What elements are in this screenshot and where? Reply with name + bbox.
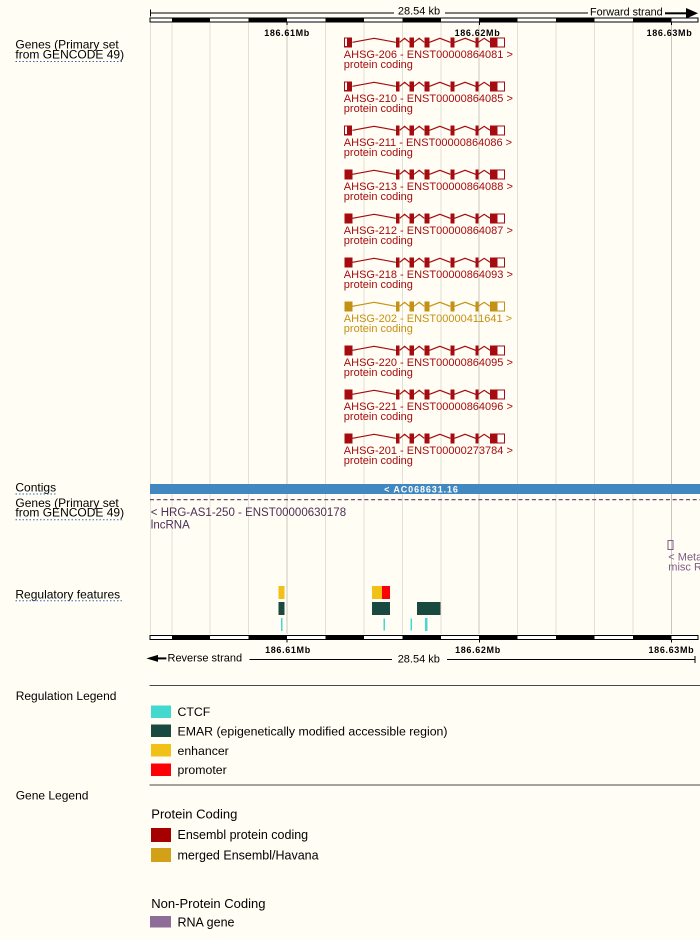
svg-text:protein coding: protein coding [344,235,413,247]
svg-text:protein coding: protein coding [344,323,413,335]
svg-text:promoter: promoter [178,763,227,777]
svg-text:Contigs: Contigs [15,481,56,495]
svg-text:< HRG-AS1-250 - ENST0000063017: < HRG-AS1-250 - ENST00000630178 [151,507,346,519]
svg-text:Regulation Legend: Regulation Legend [16,689,117,703]
svg-text:Ensembl protein coding: Ensembl protein coding [178,828,309,842]
svg-text:lncRNA: lncRNA [151,519,190,531]
svg-text:protein coding: protein coding [344,147,413,159]
svg-text:Reverse strand: Reverse strand [168,653,243,665]
svg-text:AHSG-213 - ENST00000864088 >: AHSG-213 - ENST00000864088 > [344,181,513,193]
svg-text:186.63Mb: 186.63Mb [649,645,695,655]
svg-text:AHSG-211 - ENST00000864086 >: AHSG-211 - ENST00000864086 > [344,137,512,149]
svg-text:Forward strand: Forward strand [590,7,663,19]
svg-text:AHSG-212 - ENST00000864087 >: AHSG-212 - ENST00000864087 > [344,225,513,237]
svg-text:protein coding: protein coding [344,411,413,423]
svg-text:merged Ensembl/Havana: merged Ensembl/Havana [178,848,319,862]
svg-text:186.62Mb: 186.62Mb [455,645,501,655]
svg-text:AHSG-206 - ENST00000864081 >: AHSG-206 - ENST00000864081 > [344,49,513,61]
svg-text:186.62Mb: 186.62Mb [455,28,501,38]
svg-text:AHSG-201 - ENST00000273784 >: AHSG-201 - ENST00000273784 > [344,445,513,457]
svg-text:misc RNA: misc RNA [668,562,700,574]
svg-text:enhancer: enhancer [178,744,229,758]
svg-text:AHSG-218 - ENST00000864093 >: AHSG-218 - ENST00000864093 > [344,269,513,281]
svg-text:186.61Mb: 186.61Mb [265,645,311,655]
svg-text:protein coding: protein coding [344,59,413,71]
svg-text:AHSG-210 - ENST00000864085 >: AHSG-210 - ENST00000864085 > [344,93,513,105]
svg-text:186.61Mb: 186.61Mb [264,28,310,38]
svg-text:protein coding: protein coding [344,103,413,115]
svg-text:28.54 kb: 28.54 kb [398,5,440,17]
svg-text:Genes (Primary set: Genes (Primary set [15,38,119,52]
svg-text:protein coding: protein coding [344,455,413,467]
svg-text:from GENCODE 49): from GENCODE 49) [15,506,124,520]
svg-text:28.54 kb: 28.54 kb [398,654,440,666]
svg-text:Non-Protein Coding: Non-Protein Coding [151,896,265,911]
svg-text:< AC068631.16: < AC068631.16 [384,485,459,495]
svg-text:Genes (Primary set: Genes (Primary set [15,496,119,510]
svg-text:AHSG-221 - ENST00000864096 >: AHSG-221 - ENST00000864096 > [344,401,513,413]
svg-text:EMAR (epigenetically modified: EMAR (epigenetically modified accessible… [178,724,448,738]
svg-text:Protein Coding: Protein Coding [151,807,237,822]
svg-text:protein coding: protein coding [344,279,413,291]
svg-text:protein coding: protein coding [344,191,413,203]
svg-text:RNA gene: RNA gene [178,915,235,929]
svg-text:protein coding: protein coding [344,367,413,379]
svg-text:CTCF: CTCF [178,705,211,719]
svg-text:186.63Mb: 186.63Mb [647,28,693,38]
svg-text:Regulatory features: Regulatory features [15,588,120,602]
svg-text:AHSG-202 - ENST00000411641 >: AHSG-202 - ENST00000411641 > [344,313,512,325]
svg-text:< Metazoa_S: < Metazoa_S [668,552,700,564]
svg-text:AHSG-220 - ENST00000864095 >: AHSG-220 - ENST00000864095 > [344,357,513,369]
svg-text:from GENCODE 49): from GENCODE 49) [15,47,124,61]
svg-text:Gene Legend: Gene Legend [16,789,89,803]
